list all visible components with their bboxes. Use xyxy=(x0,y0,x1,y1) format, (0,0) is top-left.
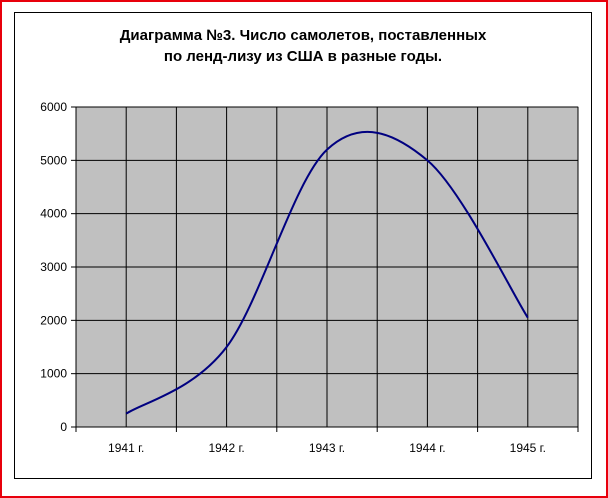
x-axis-ticks: 1941 г. 1942 г. 1943 г. 1944 г. 1945 г. xyxy=(75,107,579,455)
x-tick-label: 1945 г. xyxy=(510,441,546,455)
y-axis-ticks: 0 1000 2000 3000 4000 5000 6000 xyxy=(40,100,76,434)
y-tick-label: 1000 xyxy=(40,367,67,381)
chart-title-line-2: по ленд-лизу из США в разные годы. xyxy=(163,48,443,65)
data-points xyxy=(126,149,528,414)
y-tick-label: 5000 xyxy=(40,153,67,167)
y-tick-label: 6000 xyxy=(40,100,67,114)
y-tick-label: 4000 xyxy=(40,207,67,221)
chart-title: Диаграмма №3. Число самолетов, поставлен… xyxy=(15,25,591,67)
y-tick-label: 2000 xyxy=(40,313,67,327)
x-tick-label: 1944 г. xyxy=(409,441,445,455)
x-tick-label: 1942 г. xyxy=(208,441,244,455)
y-tick-label: 0 xyxy=(60,420,67,434)
y-tick-label: 3000 xyxy=(40,260,67,274)
x-tick-label: 1943 г. xyxy=(309,441,345,455)
series-line xyxy=(125,130,529,415)
chart-title-line-1: Диаграмма №3. Число самолетов, поставлен… xyxy=(119,27,487,44)
x-tick-label: 1941 г. xyxy=(108,441,144,455)
